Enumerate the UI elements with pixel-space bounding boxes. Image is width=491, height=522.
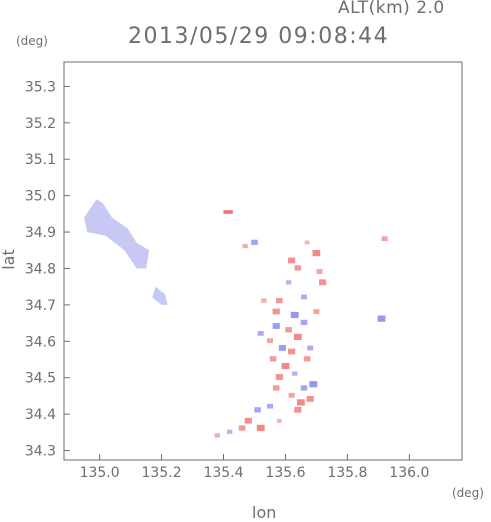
north-echo bbox=[223, 210, 233, 214]
echo-cell bbox=[256, 424, 265, 431]
x-tick-label: 135.0 bbox=[80, 465, 120, 481]
echo-cell bbox=[306, 396, 314, 402]
y-tick-label: 34.8 bbox=[25, 261, 56, 277]
y-axis-unit: (deg) bbox=[16, 34, 48, 48]
nw-cluster bbox=[84, 199, 150, 269]
echo-cell bbox=[214, 433, 220, 438]
x-tick-layer: 135.0 135.2 135.4 135.6 135.8 136.0 bbox=[80, 454, 429, 481]
echo-cell bbox=[251, 239, 258, 245]
echo-cell bbox=[294, 265, 302, 271]
echo-cell bbox=[303, 356, 311, 362]
y-tick-label: 34.7 bbox=[25, 298, 56, 314]
y-tick-label: 34.5 bbox=[25, 371, 56, 387]
echo-cell bbox=[242, 243, 248, 249]
echo-cell bbox=[292, 371, 298, 376]
echo-cell bbox=[312, 250, 321, 257]
echo-cell bbox=[276, 419, 282, 423]
echo-cell bbox=[301, 294, 307, 300]
echo-cell bbox=[281, 362, 290, 370]
y-tick-label: 34.3 bbox=[25, 444, 56, 460]
echo-cell bbox=[272, 385, 280, 391]
x-tick-label: 135.8 bbox=[327, 465, 367, 481]
echo-cell bbox=[377, 315, 386, 322]
echo-cell bbox=[288, 392, 295, 398]
y-tick-label: 35.1 bbox=[25, 152, 56, 168]
echo-cell bbox=[254, 407, 261, 413]
echo-cell bbox=[319, 279, 327, 286]
y-tick-label: 35.3 bbox=[25, 79, 56, 95]
echo-cell bbox=[294, 406, 302, 413]
echo-layer bbox=[84, 199, 388, 438]
timestamp-title: 2013/05/29 09:08:44 bbox=[128, 24, 390, 49]
x-tick-label: 135.6 bbox=[265, 465, 305, 481]
y-tick-label: 34.6 bbox=[25, 334, 56, 350]
echo-cell bbox=[269, 356, 277, 362]
y-tick-label: 34.9 bbox=[25, 225, 56, 241]
echo-cell bbox=[307, 345, 314, 351]
echo-cell bbox=[381, 236, 388, 242]
echo-cell bbox=[293, 333, 302, 340]
echo-cell bbox=[285, 280, 292, 285]
echo-cell bbox=[309, 381, 318, 388]
echo-cell bbox=[276, 297, 283, 304]
y-tick-label: 34.4 bbox=[25, 407, 56, 423]
echo-cell bbox=[238, 425, 246, 431]
small-west-patch bbox=[152, 286, 168, 305]
echo-cell bbox=[227, 429, 233, 434]
echo-cell bbox=[300, 385, 308, 391]
echo-cell bbox=[257, 331, 264, 336]
echo-cell bbox=[297, 399, 305, 406]
echo-cell bbox=[285, 327, 292, 333]
echo-cell bbox=[313, 309, 320, 314]
echo-cell bbox=[316, 269, 323, 274]
plot-frame bbox=[63, 61, 463, 461]
echo-cell bbox=[278, 345, 286, 351]
echo-cell bbox=[300, 319, 308, 326]
x-tick-label: 135.2 bbox=[142, 465, 182, 481]
echo-cell bbox=[267, 338, 273, 344]
echo-cell bbox=[288, 257, 296, 264]
echo-cell bbox=[304, 240, 310, 245]
y-tick-label: 35.2 bbox=[25, 116, 56, 132]
echo-cell bbox=[261, 298, 267, 303]
echo-cell bbox=[244, 417, 252, 424]
y-tick-layer: 34.3 34.4 34.5 34.6 34.7 34.8 34.9 35.0 35.1 35.2… bbox=[25, 79, 70, 460]
echo-cell bbox=[267, 403, 273, 409]
echo-cell bbox=[288, 348, 296, 355]
x-tick-label: 135.4 bbox=[203, 465, 243, 481]
x-axis-title: lon bbox=[252, 503, 277, 522]
echo-cell bbox=[290, 311, 299, 319]
altitude-label: ALT(km) 2.0 bbox=[338, 0, 445, 18]
x-axis-unit: (deg) bbox=[452, 486, 484, 500]
echo-cell bbox=[275, 374, 283, 380]
echo-cell bbox=[272, 323, 280, 329]
y-tick-label: 35.0 bbox=[25, 189, 56, 205]
x-tick-label: 136.0 bbox=[389, 465, 429, 481]
echo-cell bbox=[272, 308, 280, 315]
